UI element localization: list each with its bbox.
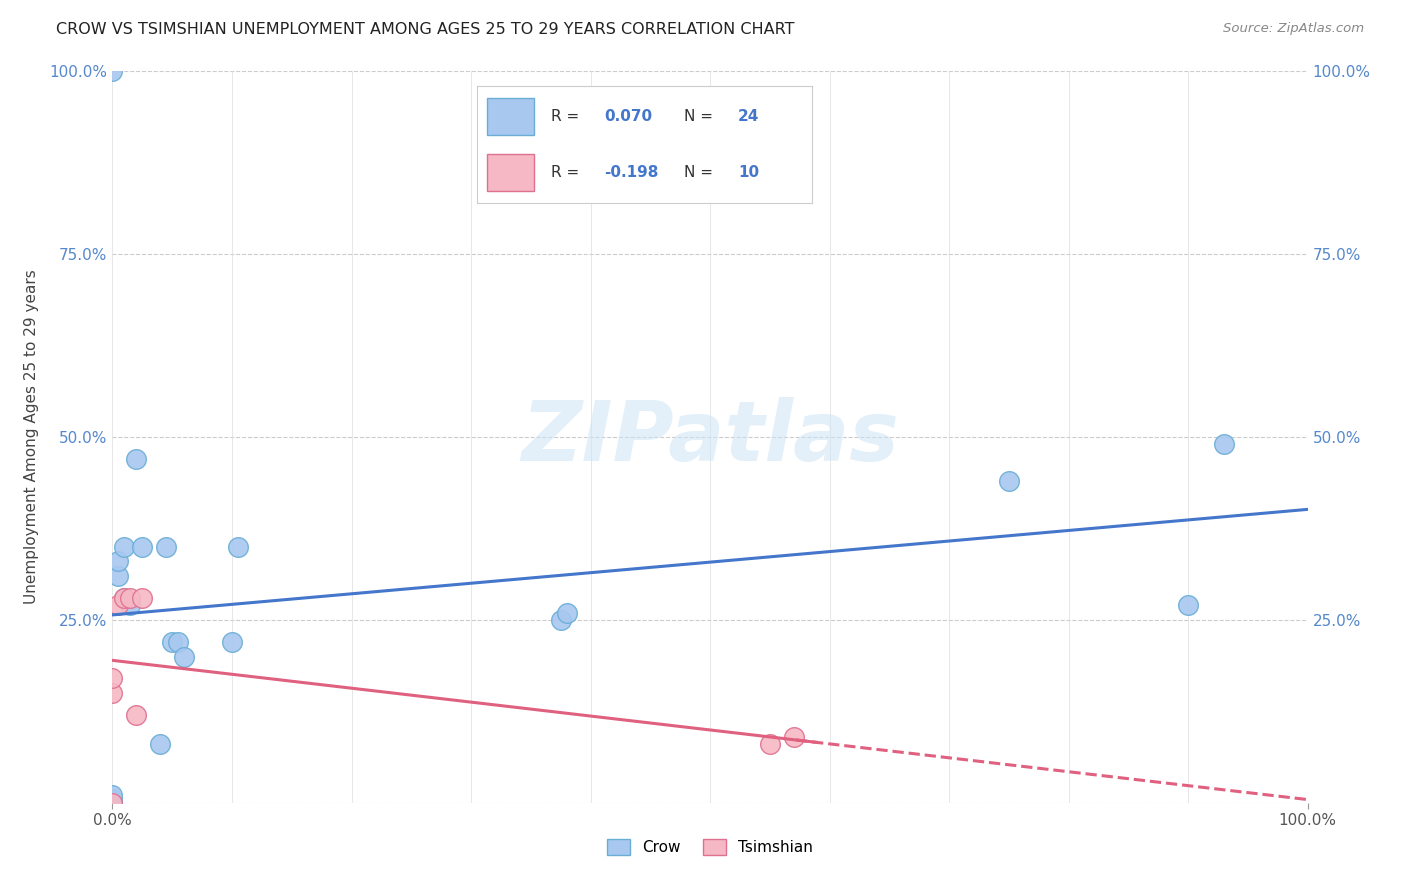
Point bbox=[101, 796, 124, 810]
Point bbox=[173, 649, 195, 664]
Point bbox=[998, 474, 1021, 488]
Point bbox=[101, 789, 124, 803]
Text: CROW VS TSIMSHIAN UNEMPLOYMENT AMONG AGES 25 TO 29 YEARS CORRELATION CHART: CROW VS TSIMSHIAN UNEMPLOYMENT AMONG AGE… bbox=[56, 22, 794, 37]
Point bbox=[1177, 599, 1199, 613]
Point bbox=[114, 591, 135, 605]
Point bbox=[226, 540, 249, 554]
Point bbox=[149, 737, 172, 751]
Y-axis label: Unemployment Among Ages 25 to 29 years: Unemployment Among Ages 25 to 29 years bbox=[24, 269, 38, 605]
Point bbox=[101, 686, 124, 700]
Point bbox=[759, 737, 782, 751]
Point bbox=[101, 64, 124, 78]
Text: ZIPatlas: ZIPatlas bbox=[522, 397, 898, 477]
Point bbox=[101, 672, 124, 686]
Point bbox=[125, 452, 148, 467]
Point bbox=[101, 792, 124, 806]
Point bbox=[782, 730, 804, 744]
Point bbox=[555, 606, 578, 620]
Point bbox=[1213, 437, 1236, 451]
Point bbox=[221, 635, 243, 649]
Point bbox=[114, 540, 135, 554]
Point bbox=[162, 635, 183, 649]
Point bbox=[101, 796, 124, 810]
Point bbox=[107, 569, 129, 583]
Point bbox=[167, 635, 190, 649]
Point bbox=[131, 540, 153, 554]
Point bbox=[107, 554, 129, 568]
Legend: Crow, Tsimshian: Crow, Tsimshian bbox=[600, 833, 820, 861]
Point bbox=[120, 599, 142, 613]
Point bbox=[131, 591, 153, 605]
Point bbox=[125, 708, 148, 723]
Point bbox=[120, 591, 142, 605]
Point bbox=[101, 796, 124, 810]
Point bbox=[107, 599, 129, 613]
Text: Source: ZipAtlas.com: Source: ZipAtlas.com bbox=[1223, 22, 1364, 36]
Point bbox=[155, 540, 177, 554]
Point bbox=[114, 591, 135, 605]
Point bbox=[550, 613, 572, 627]
